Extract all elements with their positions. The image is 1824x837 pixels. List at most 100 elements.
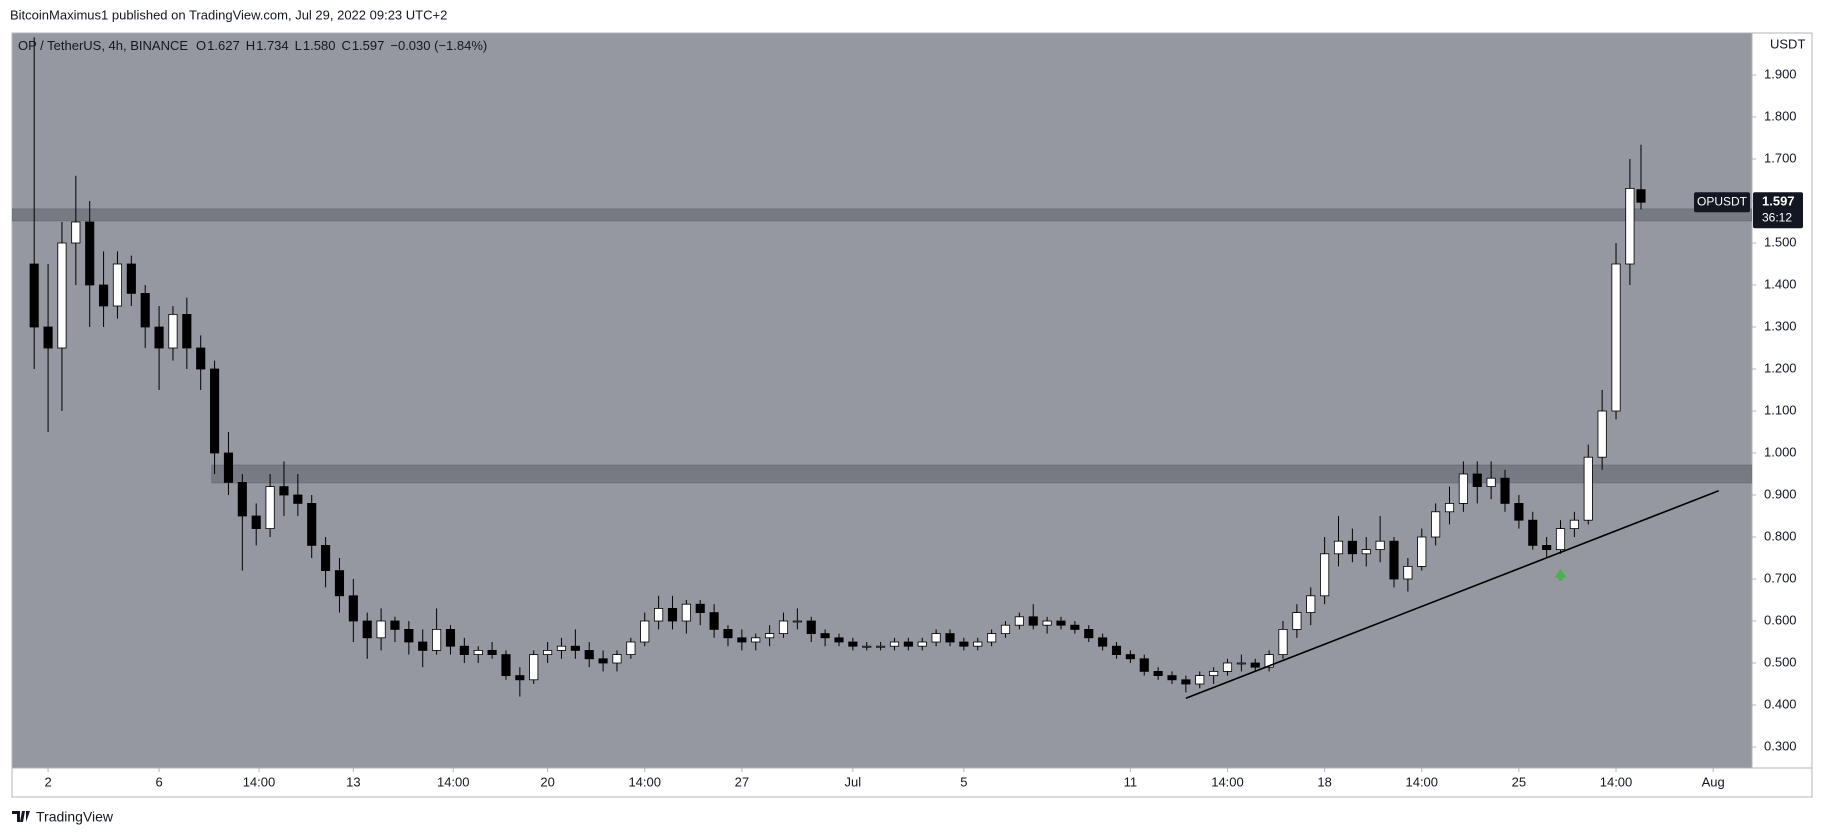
legend-value: 1.580 [303, 38, 336, 53]
candle-body [681, 603, 691, 622]
trendline [1185, 490, 1719, 700]
candle-body [321, 545, 331, 572]
candle-body [1125, 654, 1135, 660]
candle-body [140, 292, 150, 328]
plot [12, 37, 1752, 700]
candle-body [1486, 477, 1496, 488]
x-tick-label: 6 [155, 774, 162, 789]
candle-body [917, 641, 927, 647]
time-axis [11, 767, 1813, 798]
x-tick-label: 14:00 [1600, 774, 1633, 789]
candle-body [1236, 662, 1246, 665]
plot-area [12, 33, 1752, 768]
candle-body [626, 641, 636, 656]
candle-body [1361, 549, 1371, 555]
candle-body [1070, 624, 1080, 630]
candle-body [362, 620, 372, 639]
candle-body [1347, 540, 1357, 555]
candle-body [1458, 473, 1468, 504]
candle-body [1056, 620, 1066, 626]
candle-body [1292, 612, 1302, 630]
candle-body [168, 313, 178, 349]
candle-body [57, 242, 67, 349]
candle-body [1389, 540, 1399, 580]
y-tick-label: 0.800 [1764, 528, 1797, 543]
candle-body [598, 658, 608, 664]
legend-change: −0.030 (−1.84%) [390, 38, 487, 53]
candle-body [459, 645, 469, 656]
candle-body [71, 221, 81, 244]
x-tick-label: 18 [1317, 774, 1331, 789]
y-tick-label: 0.700 [1764, 570, 1797, 585]
candle-body [945, 633, 955, 643]
y-tick-label: 1.400 [1764, 276, 1797, 291]
y-tick-label: 1.500 [1764, 234, 1797, 249]
price-tag-symbol-box [1694, 192, 1750, 213]
y-tick-label: 1.800 [1764, 108, 1797, 123]
candle-body [487, 650, 497, 656]
candle-body [1333, 540, 1344, 555]
candle-body [1375, 540, 1385, 551]
price-tag-countdown: 36:12 [1762, 210, 1792, 224]
candle-body [1528, 519, 1538, 546]
logo-icon [12, 811, 30, 822]
candle-body [1555, 528, 1566, 550]
candle-body [223, 452, 234, 483]
legend-key: H [246, 38, 255, 53]
zone [12, 208, 1752, 222]
candle-body [1403, 566, 1413, 580]
candle-body [29, 263, 39, 328]
candle-body [1306, 595, 1316, 613]
x-tick-label: 13 [346, 774, 360, 789]
candle-body [210, 368, 220, 454]
candle-body [1417, 536, 1427, 567]
candle-body [265, 486, 275, 530]
candle-body [1250, 662, 1260, 668]
candle-body [1514, 502, 1524, 521]
candle-body [1472, 473, 1482, 487]
x-tick-label: 25 [1512, 774, 1526, 789]
candle-body [237, 481, 247, 517]
candle-body [1000, 624, 1011, 635]
candle-body [334, 570, 345, 597]
y-tick-label: 1.200 [1764, 360, 1797, 375]
y-tick-label: 0.900 [1764, 486, 1797, 501]
candle-body [792, 620, 802, 623]
candle-body [987, 633, 997, 643]
x-tick-label: 14:00 [1211, 774, 1244, 789]
y-tick-label: 1.300 [1764, 318, 1797, 333]
candle-body [515, 675, 525, 681]
candle-body [709, 612, 719, 630]
candle-body [570, 645, 580, 651]
candle-body [1181, 679, 1191, 685]
candle-body [1098, 637, 1108, 647]
y-tick-label: 0.600 [1764, 612, 1797, 627]
x-tick-label: 14:00 [243, 774, 276, 789]
x-tick-label: Jul [845, 774, 862, 789]
y-tick-label: 1.000 [1764, 444, 1797, 459]
candle-body [903, 641, 913, 647]
candle-body [196, 347, 206, 370]
candle-body [251, 515, 261, 530]
candle-body [1209, 671, 1219, 677]
y-tick-label: 1.900 [1764, 66, 1797, 81]
candle-body [279, 486, 289, 496]
candle-body [1195, 675, 1205, 685]
price-tag-value: 1.597 [1762, 194, 1795, 209]
candle-body [667, 608, 678, 622]
candle-body [1583, 456, 1593, 521]
candle-body [1569, 519, 1579, 530]
candle-body [1611, 263, 1621, 412]
candle-body [751, 637, 761, 643]
candle-body [556, 645, 567, 651]
y-tick-label: 0.300 [1764, 738, 1797, 753]
price-tag-box [1753, 192, 1803, 229]
candle-body [1500, 477, 1510, 504]
x-tick-label: 27 [735, 774, 749, 789]
candle-body [640, 620, 650, 643]
candle-body [584, 650, 594, 660]
legend-key: L [295, 38, 302, 53]
zone [211, 464, 1752, 484]
